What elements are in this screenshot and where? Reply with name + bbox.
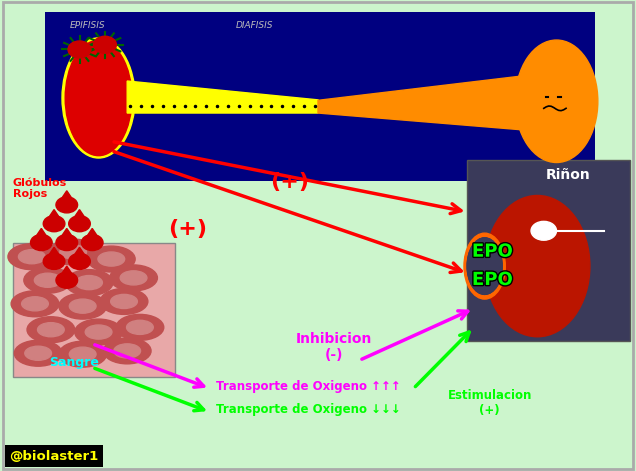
Ellipse shape bbox=[59, 341, 107, 367]
Circle shape bbox=[531, 221, 556, 240]
Text: Estimulacion
(+): Estimulacion (+) bbox=[448, 389, 532, 416]
Circle shape bbox=[69, 216, 90, 232]
Text: Sangre: Sangre bbox=[50, 357, 99, 369]
Ellipse shape bbox=[85, 325, 112, 339]
Ellipse shape bbox=[76, 276, 102, 290]
Polygon shape bbox=[318, 73, 547, 132]
Ellipse shape bbox=[34, 273, 61, 287]
Ellipse shape bbox=[22, 297, 48, 311]
Ellipse shape bbox=[69, 299, 96, 313]
Ellipse shape bbox=[38, 323, 64, 337]
Polygon shape bbox=[74, 210, 85, 218]
Polygon shape bbox=[86, 228, 98, 237]
Ellipse shape bbox=[24, 267, 72, 293]
Circle shape bbox=[43, 216, 65, 232]
Ellipse shape bbox=[104, 338, 151, 364]
Ellipse shape bbox=[59, 293, 107, 319]
Ellipse shape bbox=[8, 244, 56, 269]
Ellipse shape bbox=[100, 288, 148, 315]
Circle shape bbox=[93, 36, 116, 53]
Ellipse shape bbox=[18, 250, 45, 264]
Ellipse shape bbox=[116, 315, 164, 340]
Ellipse shape bbox=[467, 238, 502, 294]
FancyBboxPatch shape bbox=[45, 12, 595, 181]
Text: (+): (+) bbox=[168, 219, 207, 239]
Text: DIAFISIS: DIAFISIS bbox=[235, 21, 273, 30]
Polygon shape bbox=[61, 228, 73, 237]
Text: (+): (+) bbox=[270, 172, 309, 192]
Ellipse shape bbox=[98, 252, 125, 266]
Polygon shape bbox=[61, 266, 73, 275]
Polygon shape bbox=[74, 247, 85, 256]
Text: @biolaster1: @biolaster1 bbox=[10, 449, 99, 463]
Polygon shape bbox=[48, 247, 60, 256]
Text: EPO: EPO bbox=[472, 243, 513, 260]
Ellipse shape bbox=[467, 238, 502, 294]
FancyBboxPatch shape bbox=[467, 160, 630, 341]
Text: Glóbulos
Rojos: Glóbulos Rojos bbox=[13, 178, 67, 199]
Text: Transporte de Oxigeno ↓↓↓: Transporte de Oxigeno ↓↓↓ bbox=[216, 403, 401, 416]
Text: Inhibicion
(-): Inhibicion (-) bbox=[296, 332, 372, 362]
Polygon shape bbox=[61, 191, 73, 199]
Ellipse shape bbox=[485, 195, 590, 337]
Ellipse shape bbox=[60, 245, 86, 259]
Ellipse shape bbox=[14, 340, 62, 366]
Ellipse shape bbox=[62, 38, 135, 158]
Polygon shape bbox=[48, 210, 60, 218]
Polygon shape bbox=[36, 228, 47, 237]
Text: Transporte de Oxigeno ↑↑↑: Transporte de Oxigeno ↑↑↑ bbox=[216, 380, 401, 393]
Ellipse shape bbox=[27, 317, 75, 343]
Circle shape bbox=[43, 253, 65, 269]
Text: EPO: EPO bbox=[472, 271, 513, 289]
Text: Riñon: Riñon bbox=[546, 168, 590, 182]
Circle shape bbox=[56, 272, 78, 288]
Circle shape bbox=[56, 197, 78, 213]
Ellipse shape bbox=[120, 271, 147, 285]
Circle shape bbox=[81, 235, 103, 251]
Ellipse shape bbox=[50, 239, 97, 265]
Circle shape bbox=[68, 41, 91, 58]
Ellipse shape bbox=[127, 320, 153, 334]
Ellipse shape bbox=[69, 347, 96, 361]
FancyBboxPatch shape bbox=[13, 243, 175, 377]
Ellipse shape bbox=[464, 233, 506, 299]
Ellipse shape bbox=[114, 344, 141, 358]
Ellipse shape bbox=[88, 246, 135, 272]
Ellipse shape bbox=[111, 294, 137, 309]
Text: EPIFISIS: EPIFISIS bbox=[70, 21, 106, 30]
Ellipse shape bbox=[66, 40, 132, 155]
Polygon shape bbox=[127, 81, 318, 113]
Circle shape bbox=[31, 235, 52, 251]
Circle shape bbox=[56, 235, 78, 251]
Circle shape bbox=[69, 253, 90, 269]
Ellipse shape bbox=[66, 269, 113, 296]
Ellipse shape bbox=[515, 40, 598, 162]
Ellipse shape bbox=[110, 265, 158, 291]
Ellipse shape bbox=[11, 291, 59, 317]
Ellipse shape bbox=[75, 319, 123, 345]
Ellipse shape bbox=[25, 346, 52, 360]
